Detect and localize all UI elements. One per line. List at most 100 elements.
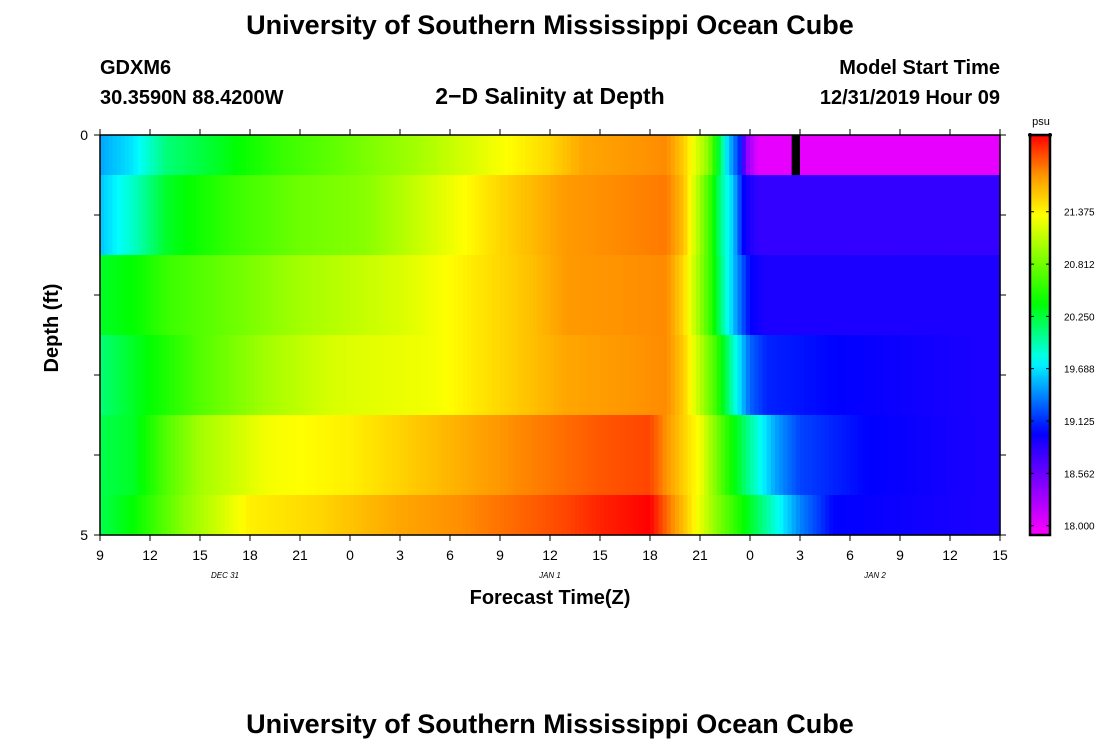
heatmap-cell <box>545 335 551 416</box>
heatmap-cell <box>808 335 814 416</box>
heatmap-cell <box>133 335 139 416</box>
heatmap-cell <box>575 135 580 176</box>
heatmap-cell <box>912 175 918 256</box>
heatmap-cell <box>616 135 622 176</box>
heatmap-cell <box>233 135 239 176</box>
heatmap-cell <box>495 175 501 256</box>
heatmap-cell <box>475 335 480 416</box>
heatmap-cell <box>158 495 164 536</box>
heatmap-cell <box>308 175 314 256</box>
heatmap-cell <box>141 175 147 256</box>
heatmap-cell <box>200 135 205 176</box>
heatmap-cell <box>787 415 793 496</box>
heatmap-cell <box>629 335 634 416</box>
heatmap-cell <box>375 495 380 536</box>
heatmap-cell <box>675 495 680 536</box>
heatmap-cell <box>991 415 997 496</box>
heatmap-cell <box>362 175 368 256</box>
heatmap-cell <box>766 495 772 536</box>
heatmap-cell <box>220 335 226 416</box>
heatmap-cell <box>420 415 426 496</box>
heatmap-cell <box>491 495 497 536</box>
heatmap-cell <box>879 335 884 416</box>
heatmap-cell <box>708 335 714 416</box>
heatmap-cell <box>904 175 909 256</box>
heatmap-cell <box>462 135 468 176</box>
heatmap-cell <box>675 135 680 176</box>
heatmap-cell <box>541 415 547 496</box>
heatmap-cell <box>412 495 418 536</box>
heatmap-cell <box>766 175 772 256</box>
heatmap-cell <box>154 255 159 336</box>
heatmap-cell <box>787 495 793 536</box>
heatmap-cell <box>629 255 634 336</box>
heatmap-cell <box>562 135 568 176</box>
heatmap-cell <box>162 175 168 256</box>
heatmap-cell <box>287 255 293 336</box>
heatmap-cell <box>258 255 264 336</box>
heatmap-cell <box>533 135 539 176</box>
heatmap-cell <box>654 255 659 336</box>
heatmap-cell <box>708 415 714 496</box>
heatmap-cell <box>283 135 289 176</box>
heatmap-cell <box>779 335 784 416</box>
heatmap-cell <box>762 255 768 336</box>
heatmap-cell <box>433 135 439 176</box>
heatmap-cell <box>258 415 264 496</box>
heatmap-cell <box>425 415 430 496</box>
heatmap-cell <box>675 175 680 256</box>
heatmap-cell <box>200 415 205 496</box>
heatmap-cell <box>462 415 468 496</box>
heatmap-cell <box>679 255 684 336</box>
heatmap-cell <box>275 495 280 536</box>
heatmap-cell <box>570 335 576 416</box>
heatmap-cell <box>825 415 830 496</box>
heatmap-cell <box>816 135 822 176</box>
heatmap-cell <box>129 495 134 536</box>
heatmap-cell <box>179 495 184 536</box>
heatmap-cell <box>883 415 889 496</box>
heatmap-cell <box>487 175 493 256</box>
heatmap-cell <box>208 335 214 416</box>
heatmap-cell <box>129 415 134 496</box>
heatmap-cell <box>829 415 834 496</box>
heatmap-cell <box>220 255 226 336</box>
heatmap-cell <box>925 495 930 536</box>
heatmap-cell <box>758 335 764 416</box>
heatmap-cell <box>125 415 130 496</box>
heatmap-cell <box>395 255 401 336</box>
heatmap-cell <box>337 415 343 496</box>
heatmap-cell <box>795 415 801 496</box>
heatmap-cell <box>770 175 776 256</box>
heatmap-cell <box>895 135 901 176</box>
y-axis-label: Depth (ft) <box>41 284 63 373</box>
heatmap-cell <box>466 175 472 256</box>
heatmap-cell <box>529 495 534 536</box>
heatmap-cell <box>762 175 768 256</box>
heatmap-cell <box>600 335 605 416</box>
heatmap-cell <box>533 255 539 336</box>
heatmap-cell <box>500 495 505 536</box>
heatmap-cell <box>429 255 434 336</box>
heatmap-cell <box>354 495 359 536</box>
heatmap-cell <box>712 175 718 256</box>
heatmap-cell <box>725 175 730 256</box>
heatmap-cell <box>795 175 801 256</box>
heatmap-cell <box>720 335 726 416</box>
heatmap-cell <box>750 495 755 536</box>
heatmap-cell <box>533 495 539 536</box>
heatmap-cell <box>262 255 268 336</box>
heatmap-cell <box>100 415 105 496</box>
heatmap-cell <box>183 135 189 176</box>
heatmap-cell <box>729 135 734 176</box>
heatmap-cell <box>125 135 130 176</box>
heatmap-cell <box>420 175 426 256</box>
heatmap-cell <box>112 495 118 536</box>
heatmap-cell <box>520 335 526 416</box>
heatmap-cell <box>862 175 868 256</box>
heatmap-cell <box>625 495 630 536</box>
heatmap-cell <box>358 175 364 256</box>
heatmap-cell <box>958 175 964 256</box>
heatmap-cell <box>150 255 155 336</box>
heatmap-cell <box>216 135 222 176</box>
